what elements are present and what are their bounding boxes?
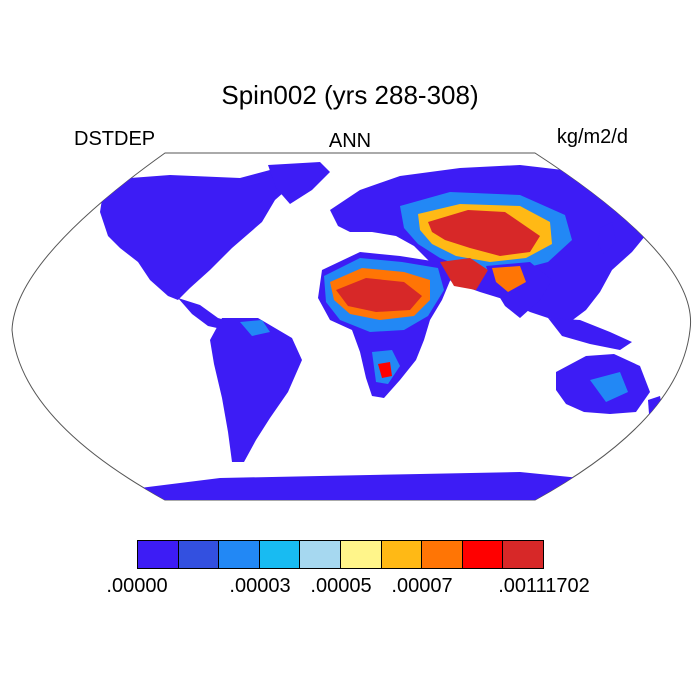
maritime-asia [548, 318, 632, 350]
arabia-dust [440, 258, 488, 290]
colorbar-tick-label: .00005 [310, 575, 372, 597]
asia-dust-high [428, 210, 540, 256]
season-label: ANN [328, 130, 372, 152]
antarctica [120, 472, 600, 500]
colorbar-swatch-1 [178, 541, 220, 568]
australia-dust [590, 372, 628, 402]
map-title: Spin002 (yrs 288-308) [221, 80, 479, 110]
colorbar-tick-label: .00111702 [498, 575, 590, 597]
variable-label: DSTDEP [74, 128, 156, 150]
colorbar [137, 540, 544, 569]
central-america [178, 298, 232, 330]
colorbar-tick-label: .00000 [106, 575, 168, 597]
colorbar-swatch-9 [503, 541, 543, 568]
colorbar-tick-label: .00003 [229, 575, 291, 597]
new-zealand [648, 396, 664, 428]
south-asia-dust [492, 266, 526, 292]
colorbar-swatch-4 [300, 541, 341, 568]
colorbar-swatch-7 [422, 541, 463, 568]
colorbar-swatch-3 [259, 541, 301, 568]
north-america [100, 170, 300, 300]
japan [598, 222, 616, 254]
south-america-dust [240, 320, 270, 336]
colorbar-swatch-6 [381, 541, 423, 568]
units-label: kg/m2/d [556, 126, 628, 148]
colorbar-tick-label: .00007 [391, 575, 453, 597]
colorbar-swatch-0 [138, 541, 179, 568]
africa-dust-high [336, 278, 422, 312]
greenland [268, 162, 330, 204]
colorbar-swatch-2 [219, 541, 260, 568]
colorbar-swatch-5 [340, 541, 382, 568]
southern-africa-dust-high [378, 362, 392, 378]
south-america [210, 318, 302, 462]
colorbar-swatch-8 [462, 541, 504, 568]
